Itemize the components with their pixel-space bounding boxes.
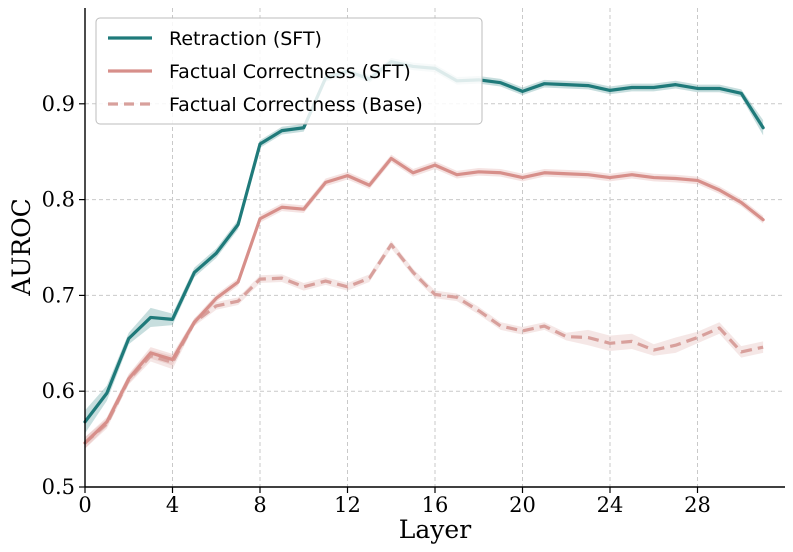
x-tick-label: 20	[509, 493, 536, 517]
legend-frame	[95, 17, 483, 125]
y-tick-label: 0.9	[42, 92, 75, 116]
legend-label: Retraction (SFT)	[169, 28, 322, 50]
x-tick-label: 4	[166, 493, 179, 517]
legend-label: Factual Correctness (Base)	[169, 94, 423, 116]
x-tick-label: 0	[78, 493, 91, 517]
legend-label: Factual Correctness (SFT)	[169, 61, 411, 83]
x-axis-label: Layer	[399, 515, 471, 544]
x-tick-label: 12	[334, 493, 361, 517]
legend: Retraction (SFT) Factual Correctness (SFT…	[95, 17, 483, 125]
series-line-3	[83, 243, 764, 445]
y-tick-label: 0.8	[42, 188, 75, 212]
y-tick-label: 0.6	[42, 379, 75, 403]
x-tick-label: 8	[253, 493, 266, 517]
x-tick-label: 28	[684, 493, 711, 517]
band-3	[85, 240, 764, 449]
series-line-2	[83, 156, 765, 445]
band-2	[85, 154, 764, 449]
y-tick-label: 0.5	[42, 475, 75, 499]
ticks: 0 4 8 12 16 20 24 28 0.5 0.6 0.7 0.8 0.9	[42, 92, 711, 517]
x-tick-label: 16	[422, 493, 449, 517]
x-tick-label: 24	[597, 493, 624, 517]
y-tick-label: 0.7	[42, 283, 75, 307]
y-axis-label: AUROC	[7, 198, 36, 297]
